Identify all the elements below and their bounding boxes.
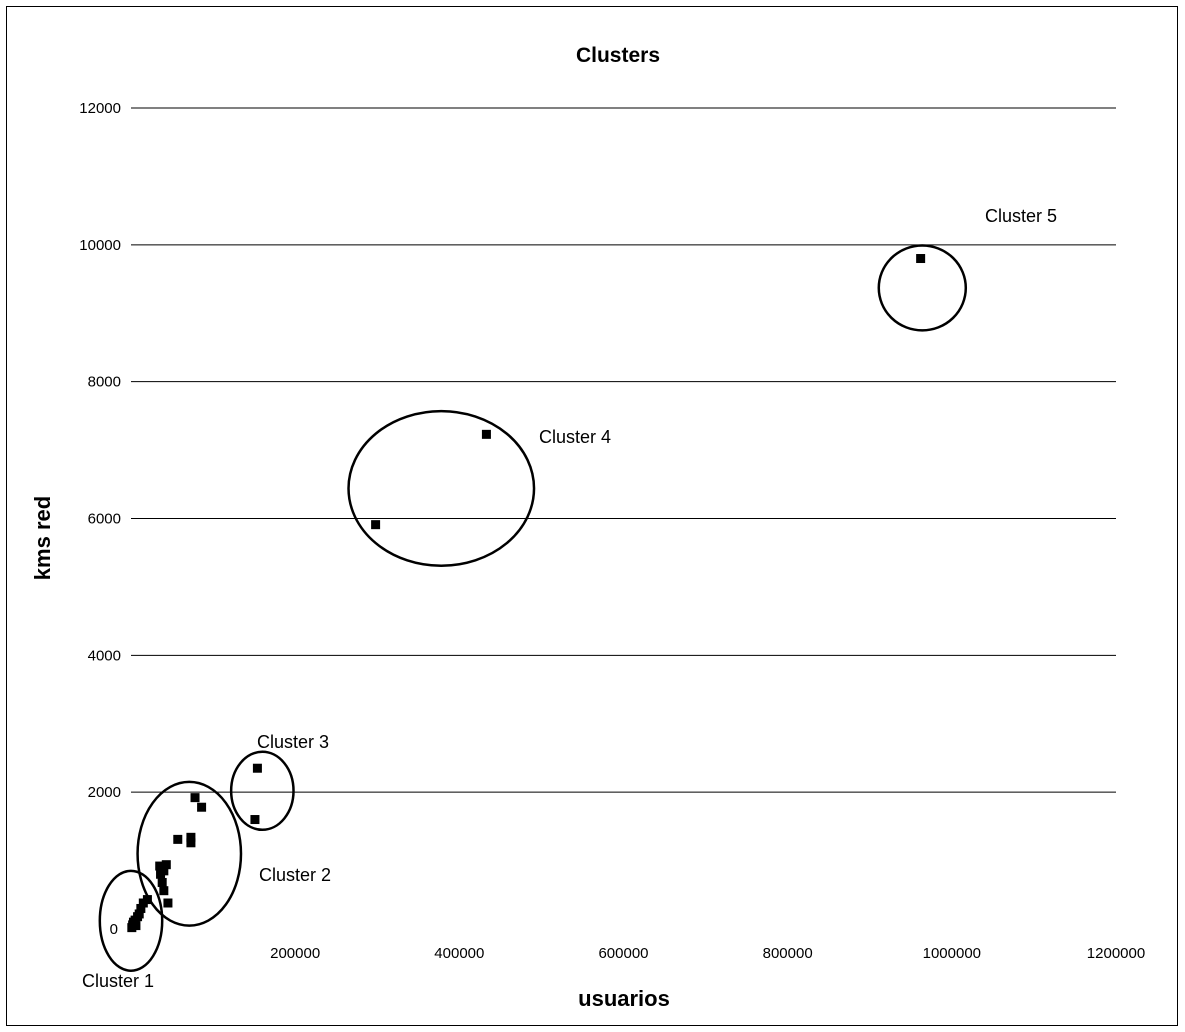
cluster-label: Cluster 2 bbox=[259, 865, 331, 885]
y-tick-label: 4000 bbox=[88, 647, 121, 664]
cluster-label: Cluster 1 bbox=[82, 971, 154, 991]
y-tick-label: 12000 bbox=[79, 100, 121, 117]
y-tick-label: 10000 bbox=[79, 237, 121, 254]
cluster-label: Cluster 4 bbox=[539, 427, 611, 447]
data-point bbox=[186, 838, 196, 848]
data-point bbox=[142, 895, 152, 905]
x-axis-title: usuarios bbox=[578, 986, 670, 1011]
cluster-ellipse bbox=[877, 244, 968, 332]
x-tick-label: 400000 bbox=[434, 945, 484, 962]
y-tick-labels: 0 2000 4000 6000 8000 10000 12000 bbox=[79, 100, 121, 938]
data-point bbox=[131, 921, 141, 931]
cluster-ellipses bbox=[98, 244, 968, 972]
data-point bbox=[197, 802, 207, 812]
data-point bbox=[173, 834, 183, 844]
x-tick-label: 1200000 bbox=[1087, 945, 1145, 962]
cluster-ellipse bbox=[347, 409, 536, 567]
data-point bbox=[186, 832, 196, 842]
y-axis-title: kms red bbox=[30, 496, 55, 580]
x-tick-labels: 200000 400000 600000 800000 1000000 1200000 bbox=[270, 945, 1145, 962]
cluster-labels: Cluster 1 Cluster 2 Cluster 3 Cluster 4 Clus… bbox=[82, 206, 1057, 991]
data-point bbox=[190, 793, 200, 803]
chart-title: Clusters bbox=[576, 44, 660, 67]
gridlines bbox=[131, 107, 1116, 793]
data-point bbox=[155, 861, 165, 871]
chart-frame bbox=[6, 6, 1178, 1026]
data-point bbox=[134, 909, 144, 919]
data-point bbox=[371, 520, 381, 530]
data-point bbox=[250, 815, 260, 825]
data-point bbox=[252, 763, 262, 773]
x-tick-label: 600000 bbox=[598, 945, 648, 962]
y-tick-label: 2000 bbox=[88, 784, 121, 801]
cluster-ellipse bbox=[229, 750, 295, 832]
x-tick-label: 200000 bbox=[270, 945, 320, 962]
cluster-ellipse bbox=[136, 780, 243, 927]
cluster-ellipse bbox=[98, 869, 164, 972]
y-tick-label: 6000 bbox=[88, 511, 121, 528]
y-tick-label: 8000 bbox=[88, 374, 121, 391]
data-points bbox=[127, 254, 926, 933]
cluster-label: Cluster 5 bbox=[985, 206, 1057, 226]
data-point bbox=[159, 886, 169, 896]
x-tick-label: 1000000 bbox=[923, 945, 981, 962]
cluster-label: Cluster 3 bbox=[257, 732, 329, 752]
y-tick-label: 0 bbox=[110, 921, 118, 938]
data-point bbox=[916, 254, 926, 264]
data-point bbox=[481, 429, 491, 439]
data-point bbox=[136, 903, 146, 913]
data-point bbox=[157, 877, 167, 887]
data-point bbox=[159, 866, 169, 876]
data-point bbox=[161, 860, 171, 870]
data-point bbox=[163, 898, 173, 908]
x-tick-label: 800000 bbox=[763, 945, 813, 962]
